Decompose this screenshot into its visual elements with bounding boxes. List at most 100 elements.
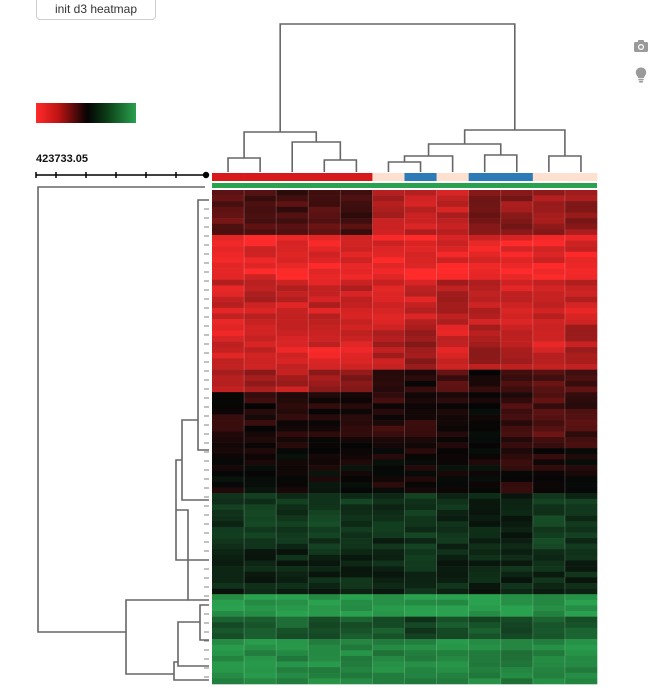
heatmap-cell bbox=[244, 521, 277, 528]
heatmap-cell bbox=[532, 622, 566, 629]
heatmap-cell bbox=[308, 470, 341, 477]
heatmap-cell bbox=[308, 571, 341, 578]
heatmap-cell bbox=[244, 319, 277, 326]
heatmap-cell bbox=[340, 678, 373, 685]
heatmap-cell bbox=[276, 459, 309, 466]
heatmap-cell bbox=[468, 605, 502, 612]
dendrogram-link bbox=[279, 23, 516, 132]
heatmap-cell bbox=[372, 543, 405, 550]
scale-bar-handle bbox=[202, 171, 210, 179]
heatmap-cell bbox=[500, 493, 534, 500]
heatmap-cell bbox=[404, 442, 437, 449]
heatmap-cell bbox=[340, 229, 373, 236]
heatmap-cell bbox=[212, 403, 245, 410]
heatmap-cell bbox=[244, 639, 277, 645]
heatmap-cell bbox=[500, 369, 534, 376]
heatmap-cell bbox=[276, 588, 309, 595]
heatmap-cell bbox=[276, 526, 309, 533]
heatmap-cell bbox=[340, 538, 373, 544]
lightbulb-icon[interactable] bbox=[632, 66, 650, 84]
heatmap-cell bbox=[372, 465, 405, 471]
heatmap-cell bbox=[436, 218, 469, 224]
heatmap-cell bbox=[404, 532, 437, 539]
heatmap-cell bbox=[532, 594, 566, 601]
heatmap-cell bbox=[564, 437, 598, 443]
heatmap-cell bbox=[308, 218, 341, 224]
heatmap-cell bbox=[244, 240, 277, 247]
heatmap-cell bbox=[244, 599, 277, 606]
heatmap-cell bbox=[212, 414, 245, 421]
heatmap-cell bbox=[532, 442, 566, 449]
heatmap-cell bbox=[532, 324, 566, 331]
heatmap-cell bbox=[564, 195, 598, 202]
heatmap-cell bbox=[212, 392, 245, 398]
heatmap-cell bbox=[436, 425, 469, 432]
heatmap-cell bbox=[468, 190, 502, 196]
heatmap-cell bbox=[308, 588, 341, 595]
heatmap-cell bbox=[532, 476, 566, 483]
heatmap-cell bbox=[212, 678, 245, 685]
heatmap-cell bbox=[436, 268, 469, 275]
heatmap-cell bbox=[340, 195, 373, 202]
heatmap-cell bbox=[340, 453, 373, 460]
heatmap-cell bbox=[244, 347, 277, 354]
heatmap-cell bbox=[212, 347, 245, 354]
heatmap-cell bbox=[404, 667, 437, 674]
heatmap-cell bbox=[340, 347, 373, 354]
heatmap-cell bbox=[436, 577, 469, 584]
heatmap-cell bbox=[404, 251, 437, 258]
heatmap-cell bbox=[468, 577, 502, 584]
heatmap-cell bbox=[340, 330, 373, 337]
heatmap-cell bbox=[308, 212, 341, 219]
heatmap-cell bbox=[276, 509, 309, 516]
heatmap-cell bbox=[404, 437, 437, 443]
heatmap-cell bbox=[276, 465, 309, 471]
heatmap-cell bbox=[436, 644, 469, 651]
heatmap-cell bbox=[212, 532, 245, 539]
heatmap-cell bbox=[212, 605, 245, 612]
heatmap-cell bbox=[532, 313, 566, 320]
heatmap-cell bbox=[212, 554, 245, 561]
heatmap-cell bbox=[244, 285, 277, 292]
heatmap-cell bbox=[276, 257, 309, 264]
heatmap-cell bbox=[500, 633, 534, 640]
heatmap-cell bbox=[340, 223, 373, 230]
heatmap-cell bbox=[276, 307, 309, 314]
heatmap-cell bbox=[468, 622, 502, 629]
heatmap-cell bbox=[500, 307, 534, 314]
column-group-swatch bbox=[500, 173, 534, 181]
heatmap-cell bbox=[532, 560, 566, 567]
heatmap-cell bbox=[244, 459, 277, 466]
heatmap-cell bbox=[244, 190, 277, 196]
init-d3-heatmap-button[interactable]: init d3 heatmap bbox=[36, 0, 156, 20]
heatmap-cell bbox=[468, 633, 502, 640]
heatmap-cell bbox=[564, 246, 598, 253]
heatmap-cell bbox=[308, 206, 341, 213]
heatmap-cell bbox=[244, 268, 277, 275]
heatmap-cell bbox=[436, 599, 469, 606]
heatmap-cell bbox=[340, 442, 373, 449]
heatmap-cell bbox=[340, 408, 373, 415]
heatmap-cell bbox=[372, 268, 405, 275]
heatmap-cell bbox=[340, 335, 373, 342]
heatmap-cell bbox=[340, 279, 373, 286]
heatmap-cell bbox=[212, 330, 245, 337]
heatmap-cell bbox=[468, 420, 502, 427]
camera-icon[interactable] bbox=[632, 37, 650, 55]
heatmap-cell bbox=[564, 639, 598, 645]
heatmap-cell bbox=[276, 375, 309, 382]
heatmap-cell bbox=[308, 627, 341, 634]
heatmap-cell bbox=[372, 291, 405, 297]
heatmap-cell bbox=[500, 667, 534, 674]
heatmap-cell bbox=[340, 397, 373, 404]
heatmap-cell bbox=[404, 403, 437, 410]
heatmap-cell bbox=[404, 324, 437, 331]
heatmap-cell bbox=[500, 476, 534, 483]
heatmap-cell bbox=[244, 302, 277, 309]
heatmap-cell bbox=[468, 251, 502, 258]
heatmap-cell bbox=[436, 465, 469, 471]
heatmap-cell bbox=[308, 341, 341, 348]
heatmap-cell bbox=[244, 532, 277, 539]
heatmap-cell bbox=[564, 644, 598, 651]
heatmap-cell bbox=[468, 611, 502, 617]
